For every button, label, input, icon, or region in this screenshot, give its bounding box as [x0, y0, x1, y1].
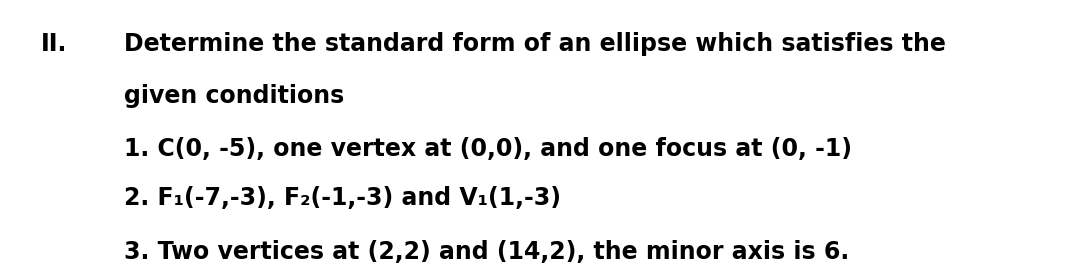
Text: 3. Two vertices at (2,2) and (14,2), the minor axis is 6.: 3. Two vertices at (2,2) and (14,2), the…: [124, 240, 849, 264]
Text: II.: II.: [41, 32, 68, 56]
Text: given conditions: given conditions: [124, 84, 344, 109]
Text: 2. F₁(-7,-3), F₂(-1,-3) and V₁(1,-3): 2. F₁(-7,-3), F₂(-1,-3) and V₁(1,-3): [124, 186, 561, 210]
Text: 1. C(0, -5), one vertex at (0,0), and one focus at (0, -1): 1. C(0, -5), one vertex at (0,0), and on…: [124, 137, 852, 161]
Text: Determine the standard form of an ellipse which satisfies the: Determine the standard form of an ellips…: [124, 32, 946, 56]
